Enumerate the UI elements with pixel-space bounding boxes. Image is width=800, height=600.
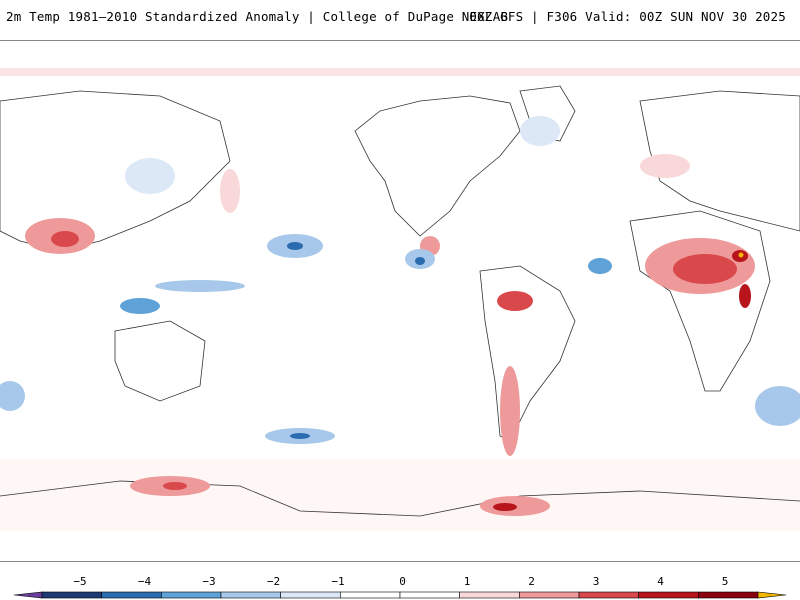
africa-max	[738, 252, 744, 258]
atlantic-cool	[588, 258, 612, 274]
colorbar-tick-label: 1	[463, 575, 471, 588]
venezuela-warm	[497, 291, 533, 311]
colorbar-max-arrow	[757, 591, 787, 599]
south-america-outline	[479, 265, 576, 442]
colorbar-tick-label: 4	[657, 575, 664, 588]
colorbar-tick-label: 0	[399, 575, 406, 588]
australia-outline	[114, 320, 206, 402]
colorbar-segment	[280, 591, 341, 599]
pacific-cool-1-core	[287, 242, 303, 250]
colorbar-segment	[340, 591, 401, 599]
pacific-cool-2-core	[415, 257, 425, 265]
colorbar-tick-label: 3	[592, 575, 600, 588]
colorbar-segment	[399, 591, 460, 599]
colorbar-tick-label: −2	[266, 575, 281, 588]
antarctic-band	[0, 459, 800, 531]
north-america-outline	[354, 95, 521, 237]
east-asia-cool	[125, 158, 175, 194]
colorbar-tick-label: −4	[137, 575, 152, 588]
map-title: 2m Temp 1981–2010 Standardized Anomaly |…	[6, 9, 509, 24]
andes-warm	[500, 366, 520, 456]
colorbar-tick-label: −5	[73, 575, 87, 588]
colorbar-segment	[101, 591, 162, 599]
west-edge-cool	[0, 381, 25, 411]
run-info: 06Z GFS | F306 Valid: 00Z SUN NOV 30 202…	[469, 9, 786, 24]
indonesia-cool	[120, 298, 160, 314]
coastlines	[0, 85, 800, 517]
arctic-band	[0, 68, 800, 76]
map-svg	[0, 68, 800, 531]
south-pacific-core	[290, 433, 310, 439]
asia-outline	[0, 90, 231, 252]
header: 2m Temp 1981–2010 Standardized Anomaly |…	[0, 0, 800, 40]
colorbar-tick-label: 2	[528, 575, 535, 588]
warm-anomalies	[25, 154, 755, 516]
anomaly-map	[0, 40, 800, 562]
colorbar-min-arrow	[13, 591, 43, 599]
greenland-cool	[520, 116, 560, 146]
equatorial-cool	[155, 280, 245, 292]
colorbar-segment	[220, 591, 281, 599]
colorbar-tick-label: −3	[202, 575, 216, 588]
east-africa-warm	[739, 284, 751, 308]
cool-anomalies	[0, 116, 800, 444]
colorbar-segment	[161, 591, 222, 599]
colorbar-segment	[41, 591, 102, 599]
southern-ocean-core-w	[163, 482, 187, 490]
colorbar-svg	[13, 591, 787, 599]
colorbar-tick-label: −1	[331, 575, 345, 588]
indian-ocean-cool	[755, 386, 800, 426]
india-warm-core	[51, 231, 79, 247]
colorbar-tick-label: 5	[721, 575, 729, 588]
southern-ocean-core-e	[493, 503, 517, 511]
pacific-warm	[220, 169, 240, 213]
colorbar-segment	[459, 591, 520, 599]
colorbar-segment	[638, 591, 699, 599]
colorbar-segment	[578, 591, 639, 599]
europe-warm	[640, 154, 690, 178]
colorbar-segment	[698, 591, 759, 599]
colorbar-segment	[519, 591, 580, 599]
colorbar: −5 −4 −3 −2 −1 0 1 2 3 4 5	[0, 566, 800, 600]
africa-warm-core	[673, 254, 737, 284]
